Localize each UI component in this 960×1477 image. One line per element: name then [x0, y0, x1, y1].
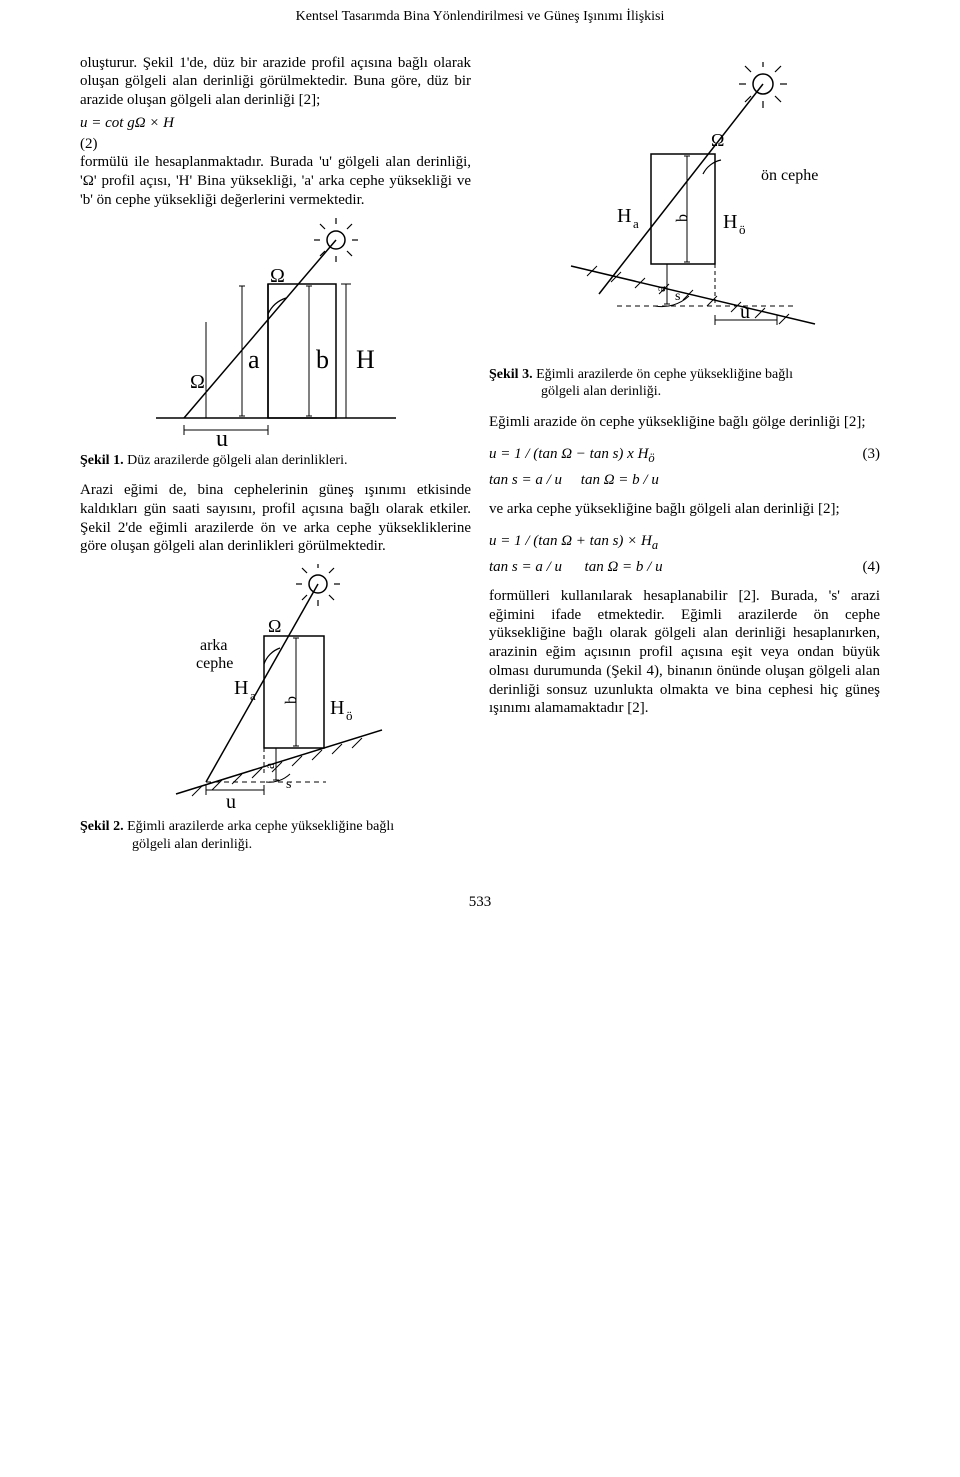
figure-1-caption-rest: Düz arazilerde gölgeli alan derinlikleri…: [124, 453, 348, 468]
figure-3-caption-sub: gölgeli alan derinliği.: [489, 383, 880, 401]
fig2-u: u: [226, 791, 236, 813]
fig2-Ho-sub: ö: [346, 708, 353, 723]
figure-3-caption-rest: Eğimli arazilerde ön cephe yüksekliğine …: [533, 367, 793, 382]
fig1-b-label: b: [316, 345, 329, 374]
running-title: Kentsel Tasarımda Bina Yönlendirilmesi v…: [80, 8, 880, 26]
figure-2-caption-rest: Eğimli arazilerde arka cephe yüksekliğin…: [124, 819, 395, 834]
two-column-layout: oluşturur. Şekil 1'de, düz bir arazide p…: [80, 54, 880, 866]
page-number: 533: [80, 893, 880, 912]
fig1-omega-top: Ω: [270, 265, 285, 287]
fig1-u-label: u: [216, 426, 228, 448]
left-column: oluşturur. Şekil 1'de, düz bir arazide p…: [80, 54, 471, 866]
figure-3-diagram: Ω ön cephe H a H ö b a s u: [535, 62, 835, 362]
fig1-H-label: H: [356, 345, 375, 374]
figure-2-caption: Şekil 2. Eğimli arazilerde arka cephe yü…: [80, 818, 471, 853]
paragraph-2: formülü ile hesaplanmaktadır. Burada 'u'…: [80, 153, 471, 209]
equation-3: u = 1 / (tan Ω − tan s) x Hö (3): [489, 443, 880, 469]
paragraph-1: oluşturur. Şekil 1'de, düz bir arazide p…: [80, 54, 471, 110]
figure-1-diagram: Ω a b H Ω u: [146, 218, 406, 448]
fig2-Ha-sub: a: [250, 688, 256, 703]
fig2-Ho: H: [330, 697, 344, 719]
fig2-b: b: [283, 696, 300, 704]
fig3-b: b: [674, 214, 691, 222]
paragraph-6: formülleri kullanılarak hesaplanabilir […: [489, 587, 880, 718]
figure-1-caption-lead: Şekil 1.: [80, 453, 124, 468]
fig2-a: a: [263, 762, 278, 769]
fig3-s: s: [675, 289, 680, 304]
equation-3b: tan s = a / u tan Ω = b / u: [489, 471, 880, 490]
figure-1-caption: Şekil 1. Düz arazilerde gölgeli alan der…: [80, 452, 471, 470]
equation-4-sub: a: [652, 538, 658, 552]
equation-3-sub: ö: [648, 451, 654, 465]
fig3-a: a: [654, 285, 669, 292]
fig2-cephe: cephe: [196, 655, 233, 672]
fig2-Ha: H: [234, 677, 248, 699]
fig2-s: s: [286, 777, 291, 792]
fig3-oncephe: ön cephe: [761, 167, 818, 184]
equation-4-number: (4): [853, 558, 881, 577]
fig3-Ha-sub: a: [633, 216, 639, 231]
fig2-arka: arka: [200, 637, 228, 654]
fig1-omega-left: Ω: [190, 371, 205, 393]
fig3-u: u: [740, 301, 750, 323]
fig3-Ha: H: [617, 205, 631, 227]
fig3-Ho-sub: ö: [739, 222, 746, 237]
equation-2-number: (2): [80, 135, 471, 154]
fig1-a-label: a: [248, 345, 260, 374]
figure-2-caption-lead: Şekil 2.: [80, 819, 124, 834]
equation-3-number: (3): [853, 445, 881, 464]
equation-3-body: u = 1 / (tan Ω − tan s) x H: [489, 446, 648, 462]
equation-4: u = 1 / (tan Ω + tan s) × Ha: [489, 532, 880, 554]
fig3-Ho: H: [723, 211, 737, 233]
figure-3-caption-lead: Şekil 3.: [489, 367, 533, 382]
equation-4-body: u = 1 / (tan Ω + tan s) × H: [489, 533, 652, 549]
equation-4b-line: tan s = a / u tan Ω = b / u (4): [489, 556, 880, 579]
paragraph-4: Eğimli arazide ön cephe yüksekliğine bağ…: [489, 413, 880, 432]
figure-3-caption: Şekil 3. Eğimli arazilerde ön cephe yüks…: [489, 366, 880, 401]
paragraph-5: ve arka cephe yüksekliğine bağlı gölgeli…: [489, 500, 880, 519]
fig2-omega: Ω: [268, 616, 281, 636]
equation-2: u = cot gΩ × H: [80, 114, 471, 133]
fig3-omega: Ω: [711, 130, 724, 150]
right-column: Ω ön cephe H a H ö b a s u Şekil 3. Eğim…: [489, 54, 880, 866]
figure-2-diagram: arka cephe Ω H a H ö b a s u: [146, 564, 406, 814]
paragraph-3: Arazi eğimi de, bina cephelerinin güneş …: [80, 481, 471, 556]
figure-2-caption-sub: gölgeli alan derinliği.: [80, 836, 471, 854]
equation-4b: tan s = a / u tan Ω = b / u: [489, 558, 663, 577]
